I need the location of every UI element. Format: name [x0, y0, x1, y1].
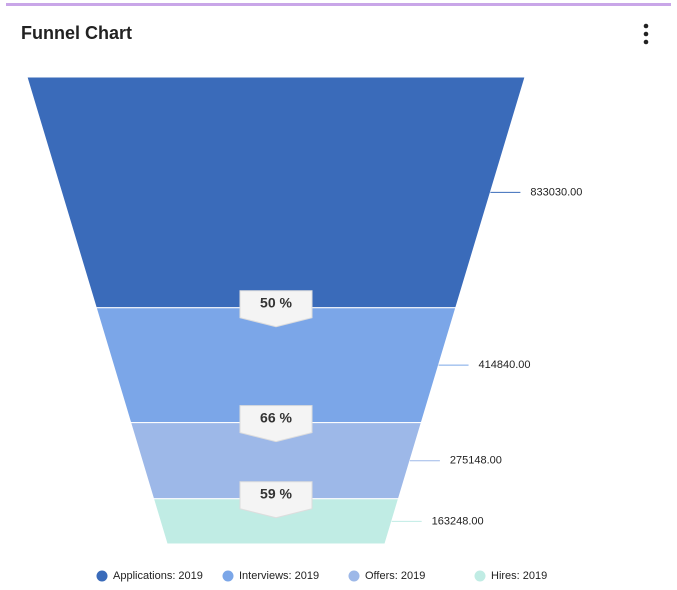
legend-label: Applications: 2019: [113, 570, 203, 582]
conversion-badge-shape: [239, 290, 313, 328]
conversion-label: 50 %: [260, 294, 292, 310]
conversion-badge-shape: [239, 481, 313, 519]
legend-marker: [474, 570, 486, 582]
conversion-badge: 50 %: [239, 290, 313, 328]
legend-label: Offers: 2019: [365, 570, 425, 582]
conversion-badge: 66 %: [239, 405, 313, 443]
data-label: 414840.00: [479, 359, 531, 371]
conversion-badge: 59 %: [239, 481, 313, 519]
funnel-segment: [152, 498, 400, 545]
card-top-border: [6, 3, 671, 6]
menu-button[interactable]: [643, 23, 649, 45]
chart-title: Funnel Chart: [21, 23, 132, 43]
menu-dot: [643, 23, 649, 29]
legend-marker: [348, 570, 360, 582]
legend-label: Interviews: 2019: [239, 570, 319, 582]
conversion-label: 66 %: [260, 409, 292, 425]
legend-label: Hires: 2019: [491, 570, 547, 582]
conversion-label: 59 %: [260, 485, 292, 501]
menu-dot: [643, 39, 649, 45]
funnel-segment: [26, 76, 526, 309]
legend-marker: [222, 570, 234, 582]
legend-marker: [96, 570, 108, 582]
data-label: 163248.00: [432, 515, 484, 527]
menu-dot: [643, 31, 649, 37]
data-label: 275148.00: [450, 455, 502, 467]
data-label: 833030.00: [530, 186, 582, 198]
conversion-badge-shape: [239, 405, 313, 443]
